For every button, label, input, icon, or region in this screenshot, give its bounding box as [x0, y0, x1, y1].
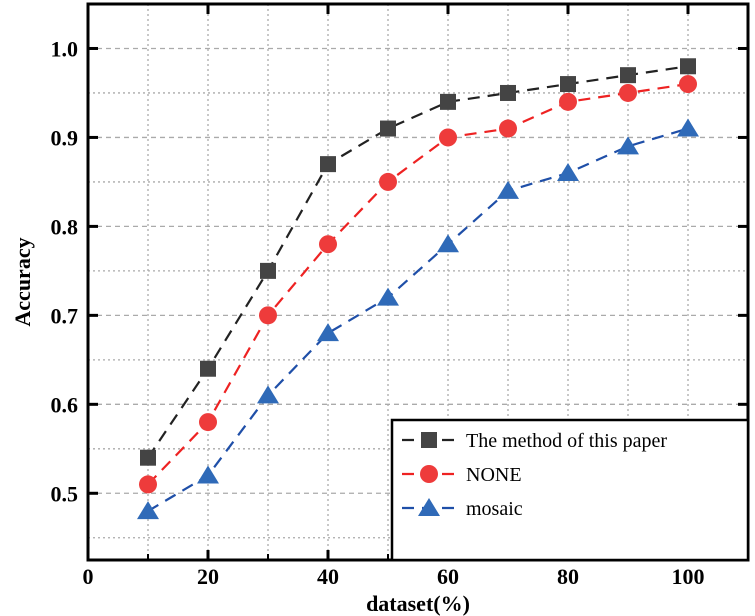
circle-marker	[259, 306, 277, 325]
circle-marker	[420, 465, 438, 483]
x-tick-label: 40	[317, 564, 339, 589]
y-tick-label: 1.0	[51, 36, 79, 61]
x-tick-label: 0	[83, 564, 94, 589]
y-tick-label: 0.5	[51, 481, 79, 506]
square-marker	[320, 156, 336, 173]
y-tick-label: 0.9	[51, 125, 79, 150]
legend-label: The method of this paper	[466, 430, 667, 452]
circle-marker	[619, 83, 637, 102]
square-marker	[140, 449, 156, 466]
triangle-marker	[317, 323, 339, 342]
square-marker	[560, 76, 576, 93]
series-line-0	[147, 65, 689, 459]
circle-marker	[199, 413, 217, 432]
triangle-marker	[377, 287, 399, 306]
x-tick-label: 100	[672, 564, 705, 589]
x-tick-label: 80	[557, 564, 579, 589]
triangle-marker	[418, 498, 440, 516]
legend-label: mosaic	[466, 498, 523, 520]
square-marker	[680, 58, 696, 75]
series-lines	[147, 65, 689, 513]
triangle-marker	[197, 465, 219, 484]
x-tick-label: 60	[437, 564, 459, 589]
series-line-2	[147, 127, 689, 513]
square-marker	[440, 93, 456, 110]
circle-marker	[319, 235, 337, 254]
series-line-1	[147, 82, 689, 486]
x-axis-label: dataset(%)	[366, 591, 470, 616]
square-marker	[380, 120, 396, 137]
circle-marker	[139, 475, 157, 494]
y-axis-label: Accuracy	[10, 237, 35, 326]
square-marker	[620, 67, 636, 84]
series-markers	[137, 58, 699, 520]
legend: The method of this paper NONE mosaic	[390, 418, 750, 562]
circle-marker	[379, 172, 397, 191]
circle-marker	[559, 92, 577, 111]
x-tick-label: 20	[197, 564, 219, 589]
legend-box	[390, 418, 750, 562]
triangle-marker	[437, 234, 459, 253]
triangle-marker	[557, 163, 579, 182]
circle-marker	[439, 128, 457, 147]
axis-ticks: 0.5 0.6 0.7 0.8 0.9 1.0 0 20 40 60 80 100	[51, 4, 749, 589]
legend-label: NONE	[466, 464, 522, 486]
triangle-marker	[137, 501, 159, 520]
square-marker	[200, 360, 216, 377]
triangle-marker	[677, 118, 699, 137]
circle-marker	[679, 75, 697, 94]
square-marker	[260, 262, 276, 279]
square-marker	[421, 432, 437, 448]
circle-marker	[499, 119, 517, 138]
square-marker	[500, 84, 516, 101]
y-tick-label: 0.7	[51, 303, 79, 328]
triangle-marker	[617, 136, 639, 155]
triangle-marker	[257, 385, 279, 404]
triangle-marker	[497, 180, 519, 199]
y-tick-label: 0.8	[51, 214, 79, 239]
y-tick-label: 0.6	[51, 392, 79, 417]
